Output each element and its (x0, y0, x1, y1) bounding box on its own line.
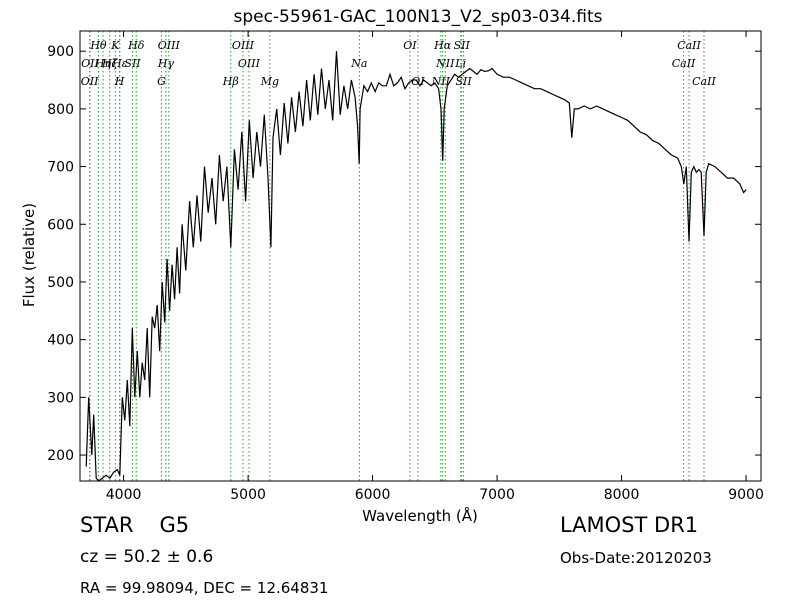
spectral-line-label: OI (403, 39, 417, 52)
subclass-label: G5 (159, 513, 190, 537)
spectrum-line (85, 51, 747, 481)
spectral-line-label: OI (411, 75, 425, 88)
x-tick-label: 8000 (604, 487, 640, 503)
spectral-line-label: Hγ (157, 57, 175, 70)
spectral-line-label: OIII (158, 39, 181, 52)
spectral-line-label: CaII (677, 39, 701, 52)
spectral-line-label: OII (81, 57, 99, 70)
spectral-line-label: Hη (94, 57, 112, 70)
y-tick-label: 400 (47, 333, 74, 349)
x-tick-label: 7000 (479, 487, 515, 503)
y-tick-label: 200 (47, 448, 74, 464)
y-tick-label: 300 (47, 390, 74, 406)
object-class: STAR G5 (80, 513, 189, 537)
chart-title: spec-55961-GAC_100N13_V2_sp03-034.fits (233, 7, 602, 27)
axis-ticks: 4000 5000 6000 7000 8000 9000 200 300 400 500 600 7… (47, 31, 764, 503)
obs-date-label: Obs-Date:20120203 (560, 549, 712, 567)
spectral-line-label: Hε (111, 57, 128, 70)
spectral-line-label: CaII (672, 57, 696, 70)
spectral-line-label: G (157, 75, 166, 88)
x-tick-label: 4000 (106, 487, 142, 503)
coordinates-label: RA = 99.98094, DEC = 12.64831 (80, 579, 329, 597)
spectral-line-label: Hα (433, 39, 452, 52)
spectral-line-label: Hδ (127, 39, 145, 52)
spectral-line-label: OIII (232, 39, 255, 52)
y-tick-label: 900 (47, 44, 74, 60)
spectral-line-label: K (110, 39, 120, 52)
spectral-line-label: SII (454, 39, 471, 52)
spectral-line-label: Hβ (222, 75, 239, 88)
redshift-label: cz = 50.2 ± 0.6 (80, 547, 214, 567)
spectrum-series (85, 51, 747, 481)
spectral-line-label: NII (435, 57, 455, 70)
spectral-line-markers (89, 31, 705, 481)
spectral-line-label: Mg (260, 75, 279, 88)
spectral-line-label: SII (455, 75, 472, 88)
spectral-line-label: SII (124, 57, 141, 70)
survey-label: LAMOST DR1 (560, 513, 699, 537)
y-tick-label: 600 (47, 217, 74, 233)
spectral-line-label: OII (81, 75, 99, 88)
y-tick-label: 500 (47, 275, 74, 291)
x-tick-label: 9000 (728, 487, 764, 503)
spectral-line-label: OIII (238, 57, 261, 70)
spectral-line-label: Li (454, 57, 466, 70)
y-tick-label: 800 (47, 102, 74, 118)
spectral-line-label: Na (350, 57, 367, 70)
spectral-line-label: Hζ (101, 57, 119, 70)
x-axis-label: Wavelength (Å) (362, 506, 478, 525)
x-tick-label: 5000 (230, 487, 266, 503)
x-tick-label: 6000 (355, 487, 391, 503)
y-axis-label: Flux (relative) (20, 203, 38, 307)
spectral-line-label: H (114, 75, 125, 88)
plot-frame (79, 30, 762, 482)
class-label: STAR (80, 513, 134, 537)
y-tick-label: 700 (47, 160, 74, 176)
spectral-line-label: CaII (692, 75, 716, 88)
spectral-line-label: Hθ (89, 39, 107, 52)
